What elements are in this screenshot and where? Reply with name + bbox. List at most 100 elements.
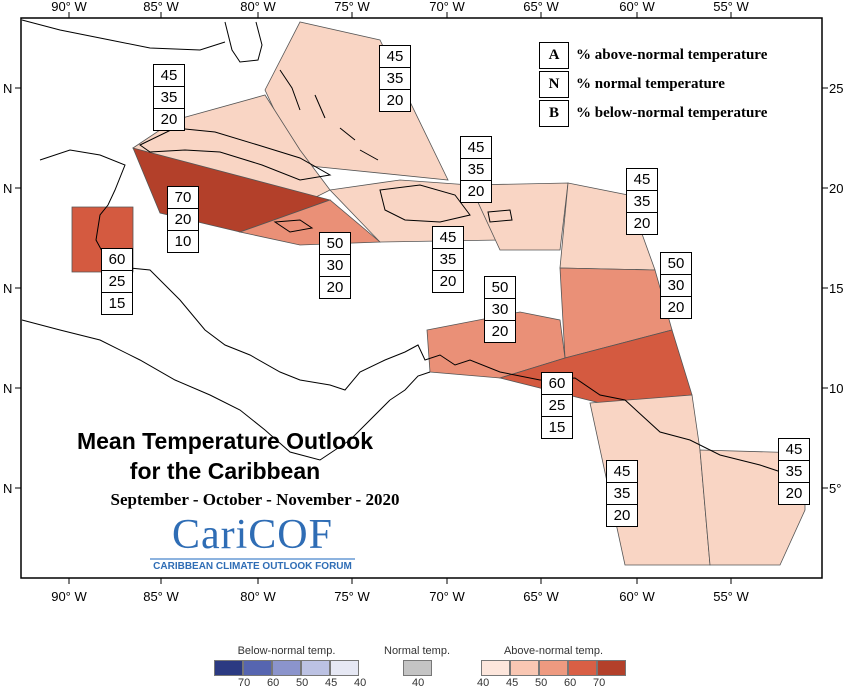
triplet-puerto-rico: 45 35 20	[460, 136, 492, 203]
normal-value: 35	[154, 87, 184, 109]
coastlines	[21, 19, 806, 481]
normal-value: 25	[102, 271, 132, 293]
legend-above-title: Above-normal temp.	[503, 645, 604, 657]
triplet-suriname: 45 35 20	[778, 438, 810, 505]
triplet-windward: 50 30 20	[660, 252, 692, 319]
lon-label-bottom: 85° W	[143, 589, 179, 604]
legend-swatch	[510, 660, 539, 676]
lon-label-top: 90° W	[51, 0, 87, 14]
below-value: 20	[667, 299, 685, 316]
below-value: 20	[613, 507, 631, 524]
triplet-leeward: 45 35 20	[626, 168, 658, 235]
legend-normal-swatches	[384, 660, 450, 676]
legend-label: 50	[296, 677, 309, 689]
lon-label-top: 55° W	[713, 0, 749, 14]
legend-swatch	[214, 660, 243, 676]
coast-pacific	[21, 319, 391, 461]
below-value: 20	[785, 485, 803, 502]
triplet-belize: 60 25 15	[101, 248, 133, 315]
below-value: 10	[174, 233, 192, 250]
normal-value: 25	[542, 395, 572, 417]
normal-value: 35	[627, 191, 657, 213]
normal-value: 30	[485, 299, 515, 321]
legend-above-labels: 40 45 50 60 70	[477, 676, 626, 689]
legend-swatch	[568, 660, 597, 676]
legend-normal-labels: 40	[384, 676, 450, 689]
legend-normal-title: Normal temp.	[384, 645, 451, 657]
legend-swatch	[539, 660, 568, 676]
lat-label-right: 20	[829, 181, 843, 196]
above-value: 45	[461, 137, 491, 159]
legend-label: 70	[593, 677, 606, 689]
lat-label-left: N	[3, 281, 12, 296]
below-value: 20	[633, 215, 651, 232]
below-value: 15	[108, 295, 126, 312]
normal-value: 35	[607, 483, 637, 505]
key-text: % normal temperature	[576, 76, 725, 92]
probability-key: A % above-normal temperature N % normal …	[539, 41, 767, 128]
legend-label: 40	[354, 677, 367, 689]
lon-label-top: 60° W	[619, 0, 655, 14]
normal-value: 30	[661, 275, 691, 297]
triplet-jamaica: 50 30 20	[319, 232, 351, 299]
map-title: Mean Temperature Outlook	[76, 428, 374, 454]
legend-label: 45	[506, 677, 519, 689]
lat-label-right: 15	[829, 281, 843, 296]
above-value: 50	[320, 233, 350, 255]
legend-label: 50	[535, 677, 548, 689]
normal-value: 35	[461, 159, 491, 181]
legend-swatch	[272, 660, 301, 676]
above-value: 45	[433, 227, 463, 249]
logo-subtitle: CARIBBEAN CLIMATE OUTLOOK FORUM	[150, 558, 355, 572]
triplet-cuba: 45 35 20	[153, 64, 185, 131]
latitude-labels-right: 25 20 15 10 5°	[829, 81, 843, 496]
key-text: % above-normal temperature	[576, 47, 768, 63]
triplet-trinidad: 60 25 15	[541, 372, 573, 439]
latitude-labels-left: N N N N N	[3, 81, 12, 496]
lon-label-bottom: 65° W	[523, 589, 559, 604]
coast-gulf	[21, 19, 226, 51]
coast-florida	[224, 21, 263, 63]
legend-label: 60	[267, 677, 280, 689]
lat-label-right: 25	[829, 81, 843, 96]
legend-below-swatches	[214, 660, 359, 676]
lon-label-bottom: 70° W	[429, 589, 465, 604]
map-period: September - October - November - 2020	[110, 490, 400, 509]
legend-below-title: Below-normal temp.	[237, 645, 336, 657]
lon-label-top: 80° W	[240, 0, 276, 14]
below-value: 20	[386, 92, 404, 109]
key-code: A	[539, 42, 569, 69]
key-text: % below-normal temperature	[576, 105, 768, 121]
legend-label: 45	[325, 677, 338, 689]
above-value: 45	[627, 169, 657, 191]
lat-label-left: N	[3, 181, 12, 196]
lat-label-left: N	[3, 381, 12, 396]
triplet-hispaniola: 45 35 20	[432, 226, 464, 293]
lon-label-top: 65° W	[523, 0, 559, 14]
lat-label-right: 5°	[829, 481, 841, 496]
normal-value: 30	[320, 255, 350, 277]
above-value: 50	[661, 253, 691, 275]
lat-label-right: 10	[829, 381, 843, 396]
legend-below: Below-normal temp. 70 60 50 45 40	[214, 645, 366, 689]
legend-swatch	[481, 660, 510, 676]
above-value: 45	[779, 439, 809, 461]
above-value: 45	[380, 46, 410, 68]
coast-puerto-rico	[487, 209, 513, 223]
legend-normal: Normal temp. 40	[384, 645, 451, 689]
above-value: 60	[542, 373, 572, 395]
legend-label: 40	[477, 677, 490, 689]
above-value: 45	[607, 461, 637, 483]
legend-label: 40	[412, 677, 425, 689]
key-code: B	[539, 100, 569, 127]
coast-cuba	[139, 127, 332, 181]
coast-jamaica	[273, 219, 314, 233]
normal-value: 35	[380, 68, 410, 90]
triplet-bahamas: 45 35 20	[379, 45, 411, 112]
normal-value: 35	[779, 461, 809, 483]
lon-label-bottom: 60° W	[619, 589, 655, 604]
lon-label-bottom: 55° W	[713, 589, 749, 604]
coast-hispaniola	[379, 184, 471, 223]
below-value: 15	[548, 419, 566, 436]
legend-swatch	[402, 660, 432, 676]
